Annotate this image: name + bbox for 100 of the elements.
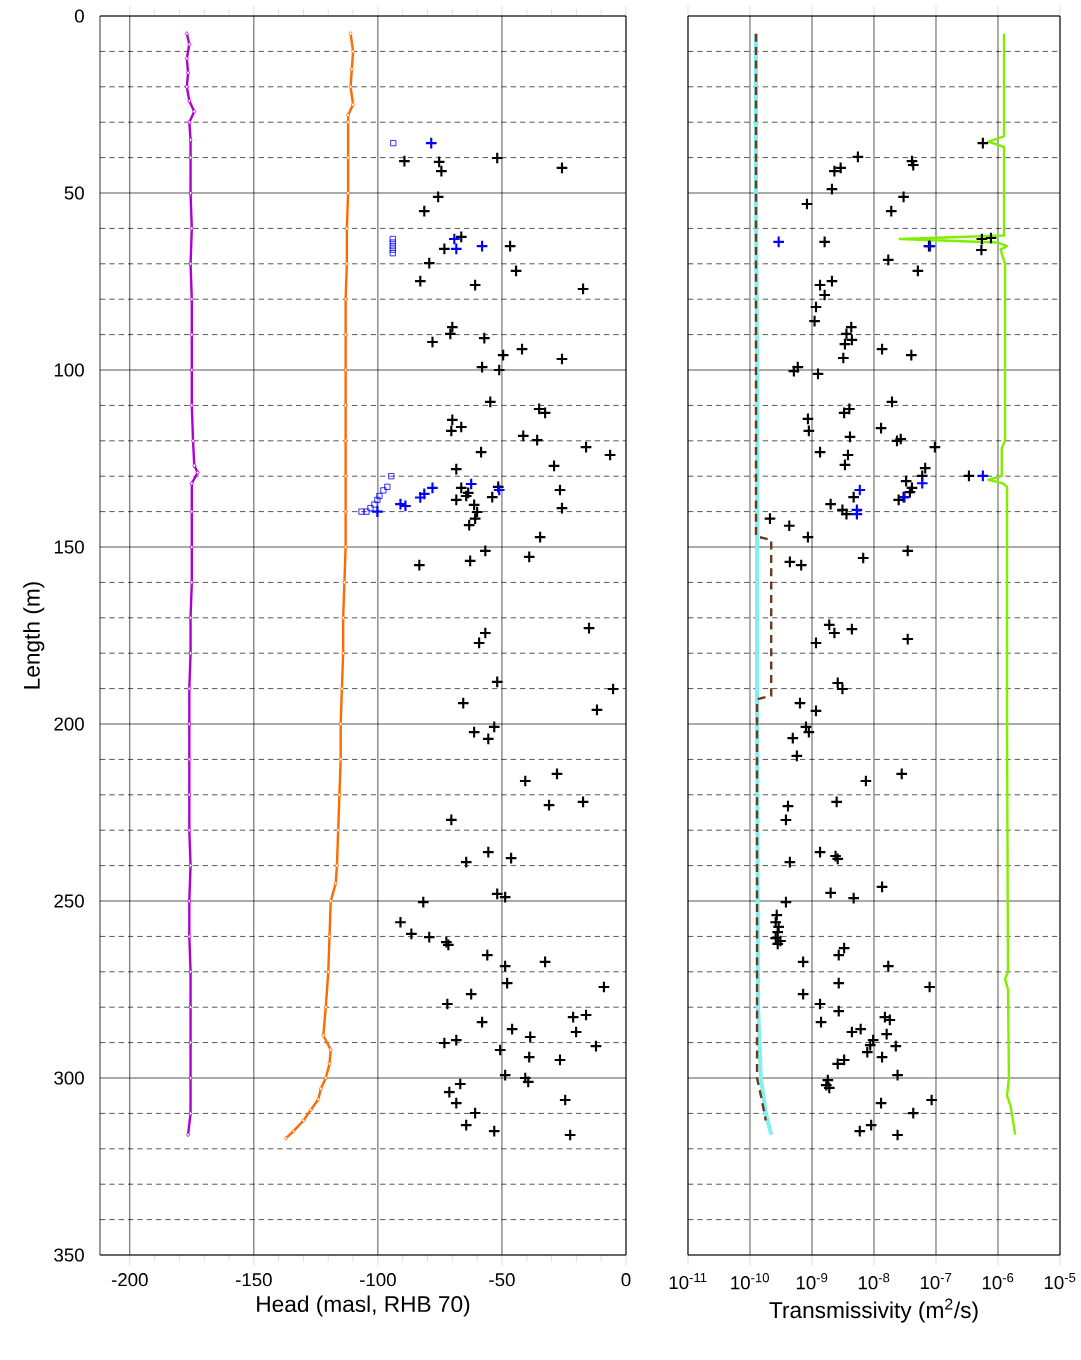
point <box>187 792 192 798</box>
point <box>188 155 193 161</box>
point <box>371 501 378 508</box>
point <box>187 98 192 104</box>
point <box>334 863 339 869</box>
point <box>342 579 347 585</box>
x-tick-label: 10$^{-10}$ <box>731 1273 769 1290</box>
point <box>337 792 342 798</box>
x-axis-title: Transmissivity (m$^{2}$/s) <box>769 1298 978 1323</box>
point <box>367 505 374 512</box>
x-tick-label: 10$^{-11}$ <box>669 1273 707 1290</box>
x-tick-label: -100 <box>360 1273 396 1287</box>
point <box>188 137 193 143</box>
point <box>346 190 351 196</box>
point <box>343 367 348 373</box>
point <box>449 242 463 256</box>
point <box>184 84 189 90</box>
point <box>384 483 391 490</box>
point <box>308 1107 313 1113</box>
point <box>389 239 396 246</box>
point <box>189 579 194 585</box>
x-axis-title: Head (masl, RHB 70) <box>257 1295 470 1317</box>
point <box>348 31 353 37</box>
y-tick-label: 50 <box>64 186 84 200</box>
point <box>321 1033 326 1039</box>
point <box>189 544 194 550</box>
x-tick-label: 10$^{-5}$ <box>1044 1273 1076 1290</box>
point <box>192 463 197 469</box>
point <box>344 261 349 267</box>
point <box>346 112 351 118</box>
x-tick-label: 10$^{-9}$ <box>796 1273 828 1290</box>
point <box>426 481 439 495</box>
point <box>186 1132 191 1138</box>
point <box>363 508 370 515</box>
point <box>343 509 348 515</box>
point <box>349 66 354 72</box>
point <box>376 492 383 500</box>
point <box>339 686 344 692</box>
x-tick-label: 0 <box>621 1273 631 1287</box>
point <box>323 1075 328 1081</box>
point <box>189 332 194 338</box>
point <box>189 480 194 486</box>
point <box>336 827 341 833</box>
point <box>187 686 192 692</box>
point <box>341 650 346 656</box>
point <box>189 225 194 231</box>
point <box>389 243 396 250</box>
point <box>188 969 193 975</box>
point <box>301 1117 306 1124</box>
point <box>187 756 192 762</box>
point <box>191 438 196 444</box>
point <box>328 898 333 904</box>
point <box>343 473 348 479</box>
point <box>195 470 200 476</box>
point <box>390 140 397 147</box>
point <box>343 402 348 408</box>
point <box>284 1135 289 1141</box>
point <box>187 721 192 727</box>
point <box>447 232 461 246</box>
point <box>343 544 348 550</box>
point <box>189 402 194 408</box>
point <box>343 296 348 302</box>
point <box>187 933 192 939</box>
y-axis-title: Length (m) <box>23 582 45 689</box>
x-tick-label: -50 <box>489 1273 515 1287</box>
point <box>187 827 192 833</box>
point <box>328 1047 333 1053</box>
y-tick-label: 0 <box>74 9 84 23</box>
point <box>346 119 351 125</box>
point <box>351 48 356 54</box>
point <box>327 933 332 939</box>
y-tick-label: 100 <box>54 363 84 377</box>
y-tick-label: 200 <box>54 717 84 731</box>
point <box>374 496 381 503</box>
point <box>188 1004 193 1010</box>
point <box>189 509 194 515</box>
point <box>187 119 192 125</box>
point <box>187 898 192 904</box>
point <box>333 880 338 886</box>
y-tick-label: 250 <box>54 894 84 908</box>
point <box>318 1086 323 1092</box>
point <box>475 239 489 253</box>
point <box>184 55 189 62</box>
point <box>188 1075 193 1081</box>
point <box>323 1004 328 1010</box>
point <box>192 109 197 115</box>
x-tick-label: 10$^{-6}$ <box>982 1273 1014 1290</box>
point <box>188 1040 193 1046</box>
point <box>291 1128 296 1134</box>
point <box>413 491 427 504</box>
point <box>380 487 387 494</box>
point <box>186 70 191 76</box>
x-tick-label: 10$^{-8}$ <box>858 1273 890 1290</box>
point <box>338 756 343 762</box>
x-tick-label: 10$^{-7}$ <box>920 1273 952 1290</box>
point <box>341 615 346 621</box>
point <box>424 136 438 150</box>
point <box>189 367 194 373</box>
point <box>343 332 348 338</box>
point <box>189 296 194 302</box>
